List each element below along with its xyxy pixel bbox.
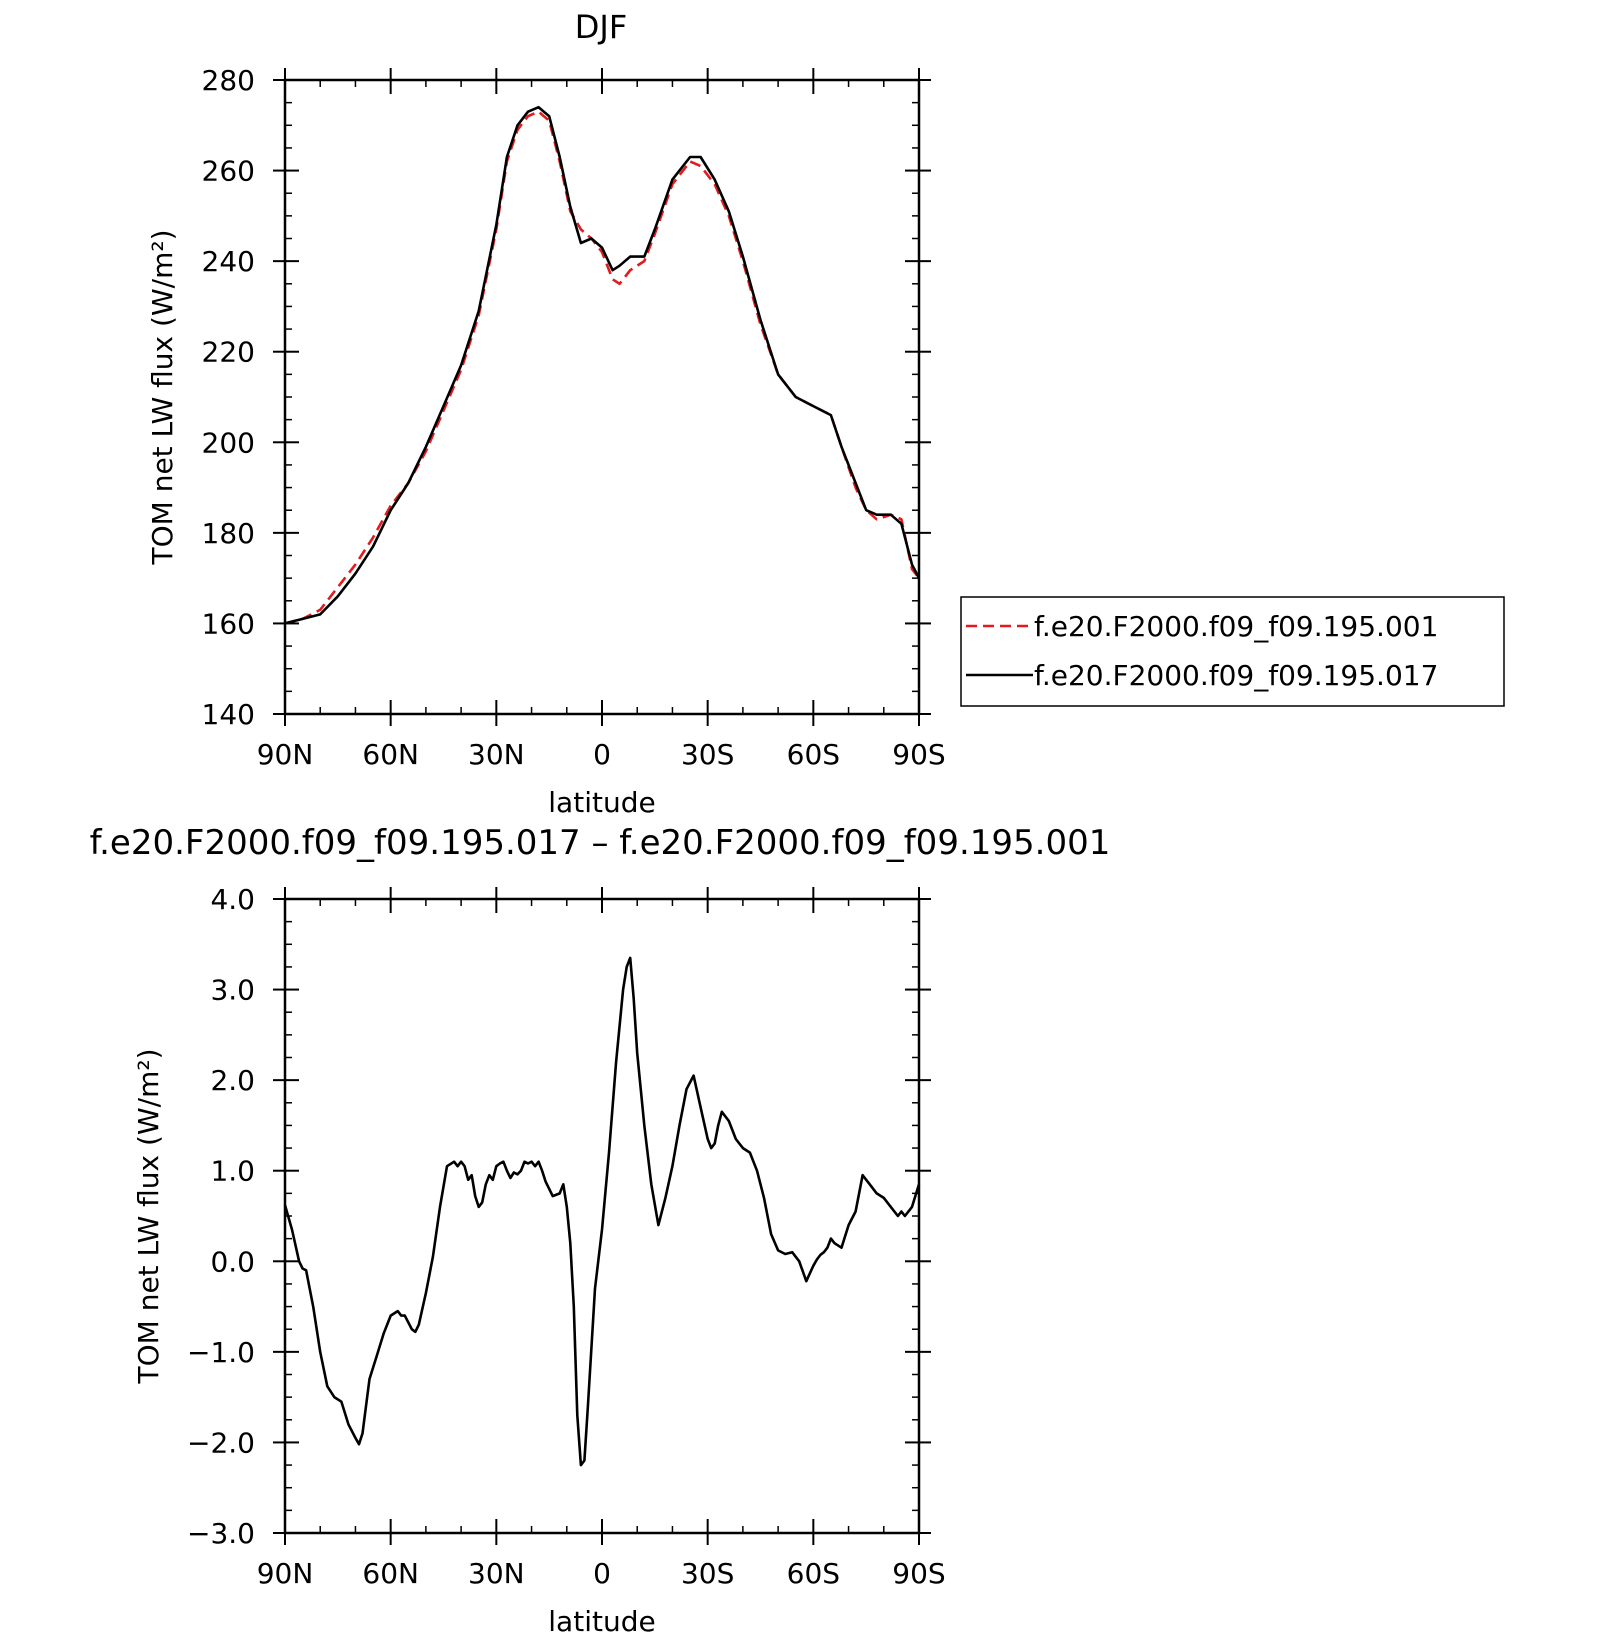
top-panel: DJF 90N 60N 30N 0 30S 60S 90S 140 160 180 200 220 2… xyxy=(146,8,1505,819)
top-y-axis-label: TOM net LW flux (W/m²) xyxy=(146,230,179,566)
x-tick-label: 30N xyxy=(468,738,525,771)
top-x-axis-label: latitude xyxy=(548,786,655,819)
x-tick-label: 60S xyxy=(787,738,840,771)
y-tick-label: 3.0 xyxy=(210,974,255,1007)
y-tick-label: −1.0 xyxy=(187,1336,255,1369)
y-tick-label: 200 xyxy=(202,426,255,459)
top-tick-group xyxy=(273,68,931,726)
bot-series-line-0 xyxy=(283,956,921,1467)
y-tick-label: 0.0 xyxy=(210,1245,255,1278)
x-tick-label: 60S xyxy=(787,1557,840,1590)
x-tick-label: 30S xyxy=(681,1557,734,1590)
legend: f.e20.F2000.f09_f09.195.001 f.e20.F2000.… xyxy=(960,596,1505,707)
top-y-tick-labels: 140 160 180 200 220 240 260 280 xyxy=(202,64,255,731)
y-tick-label: 280 xyxy=(202,64,255,97)
x-tick-label: 0 xyxy=(593,1557,611,1590)
top-series-line-1 xyxy=(284,105,921,625)
x-tick-label: 0 xyxy=(593,738,611,771)
y-tick-label: −2.0 xyxy=(187,1426,255,1459)
x-tick-label: 30N xyxy=(468,1557,525,1590)
y-tick-label: 2.0 xyxy=(210,1064,255,1097)
x-tick-label: 60N xyxy=(362,1557,419,1590)
bottom-y-axis-label: TOM net LW flux (W/m²) xyxy=(132,1049,165,1385)
y-tick-label: 160 xyxy=(202,607,255,640)
legend-label-017: f.e20.F2000.f09_f09.195.017 xyxy=(1034,659,1438,692)
legend-label-001: f.e20.F2000.f09_f09.195.001 xyxy=(1034,610,1438,643)
x-tick-label: 90N xyxy=(257,738,314,771)
y-tick-label: 4.0 xyxy=(210,883,255,916)
bottom-series-group xyxy=(283,956,921,1467)
x-tick-label: 90N xyxy=(257,1557,314,1590)
bottom-panel: f.e20.F2000.f09_f09.195.017 – f.e20.F200… xyxy=(90,823,1111,1635)
bottom-y-tick-labels: −3.0 −2.0 −1.0 0.0 1.0 2.0 3.0 4.0 xyxy=(187,883,255,1550)
x-tick-label: 30S xyxy=(681,738,734,771)
y-tick-label: 240 xyxy=(202,245,255,278)
bottom-tick-group xyxy=(273,887,931,1545)
bottom-x-axis-label: latitude xyxy=(548,1605,655,1635)
bottom-chart-title: f.e20.F2000.f09_f09.195.017 – f.e20.F200… xyxy=(90,823,1111,863)
y-tick-label: 180 xyxy=(202,517,255,550)
x-tick-label: 90S xyxy=(892,738,945,771)
bottom-x-tick-labels: 90N 60N 30N 0 30S 60S 90S xyxy=(257,1557,946,1590)
x-tick-label: 60N xyxy=(362,738,419,771)
top-chart-title: DJF xyxy=(575,8,627,46)
y-tick-label: 260 xyxy=(202,155,255,188)
x-tick-label: 90S xyxy=(892,1557,945,1590)
top-x-tick-labels: 90N 60N 30N 0 30S 60S 90S xyxy=(257,738,946,771)
y-tick-label: 1.0 xyxy=(210,1155,255,1188)
legend-box xyxy=(960,596,1505,707)
y-tick-label: 220 xyxy=(202,336,255,369)
y-tick-label: 140 xyxy=(202,698,255,731)
y-tick-label: −3.0 xyxy=(187,1517,255,1550)
top-series-group xyxy=(284,105,921,625)
